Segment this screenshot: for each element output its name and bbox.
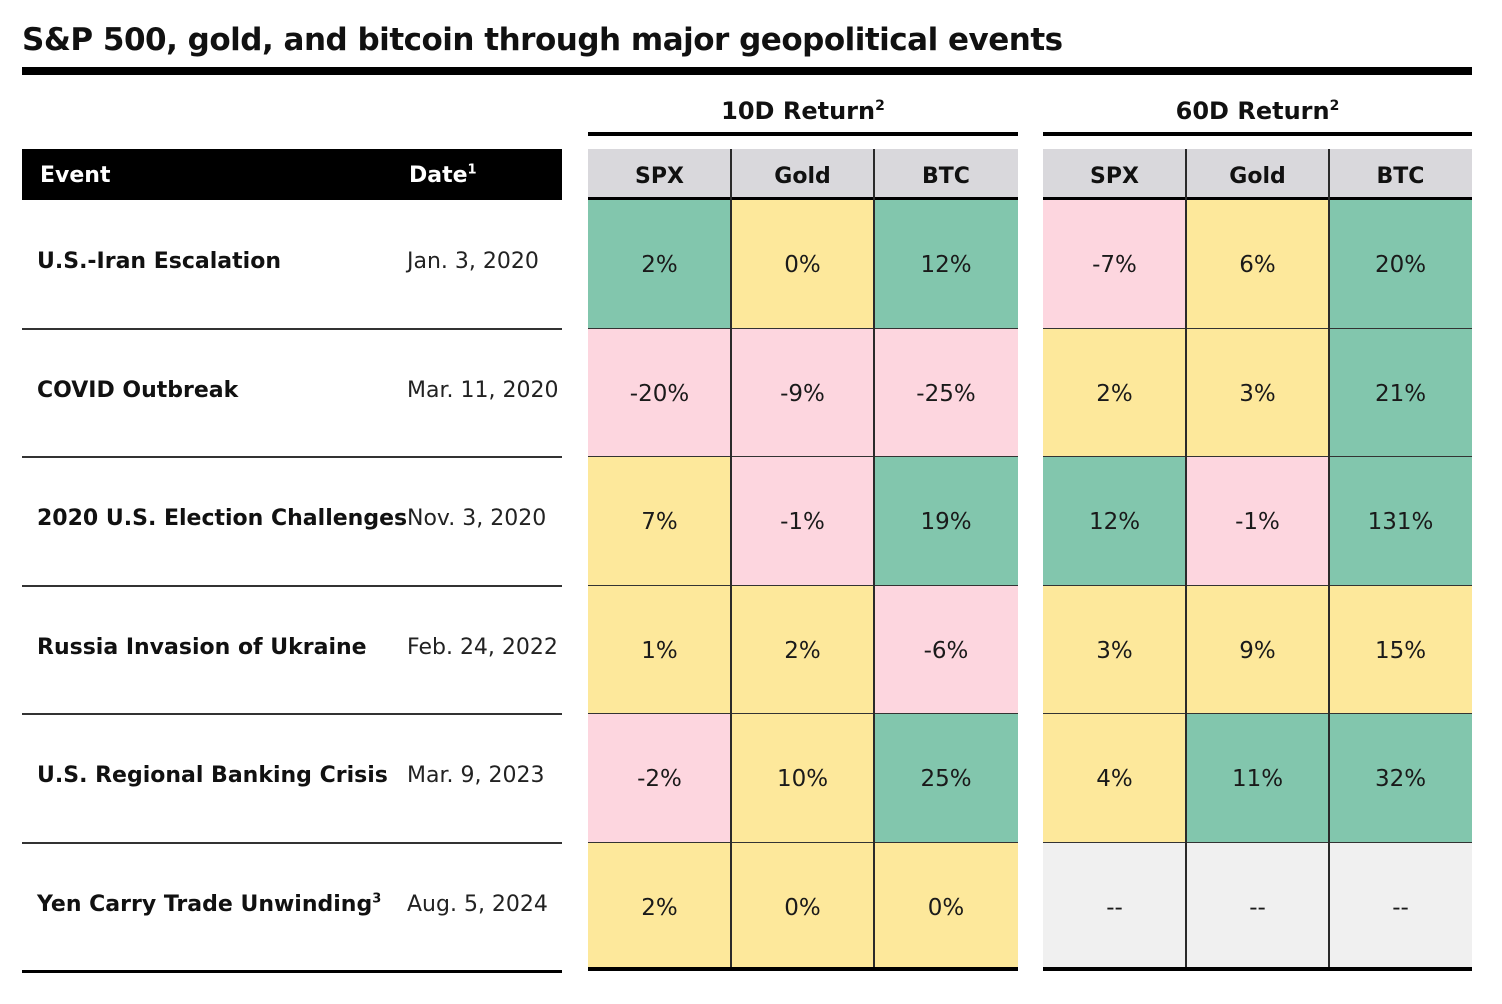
- column-header-60d-gold: Gold: [1186, 149, 1329, 198]
- value-cell-10d-gold: 0%: [731, 842, 874, 971]
- event-table-header: Event Date1: [22, 149, 562, 200]
- event-date: Jan. 3, 2020: [407, 249, 539, 275]
- event-date: Mar. 9, 2023: [407, 763, 545, 789]
- date-column-header: Date1: [409, 149, 477, 202]
- value-cell-60d-btc: 20%: [1329, 200, 1472, 329]
- row-divider: [22, 456, 562, 458]
- value-cell-10d-gold: 0%: [731, 200, 874, 329]
- event-date: Feb. 24, 2022: [407, 634, 558, 660]
- row-divider: [22, 327, 562, 330]
- row-divider: [22, 584, 562, 587]
- event-name-text: U.S. Regional Banking Crisis: [37, 763, 388, 789]
- value-cell-60d-btc: --: [1329, 842, 1472, 971]
- value-cell-60d-spx: 2%: [1043, 328, 1186, 457]
- value-cell-10d-btc: -6%: [874, 585, 1018, 714]
- value-cell-60d-gold: 6%: [1186, 200, 1329, 329]
- value-cell-60d-spx: -7%: [1043, 200, 1186, 329]
- cell-column-divider: [873, 149, 875, 967]
- column-header-10d-spx: SPX: [588, 149, 731, 198]
- cell-column-divider: [1185, 149, 1187, 967]
- group-rule-10d: [588, 132, 1018, 136]
- event-date: Mar. 11, 2020: [407, 377, 559, 403]
- column-header-10d-btc: BTC: [874, 149, 1018, 198]
- bottom-rule-60d: [1043, 967, 1472, 971]
- event-name-text: Russia Invasion of Ukraine: [37, 634, 367, 660]
- event-name-text: 2020 U.S. Election Challenges: [37, 506, 408, 532]
- group-header-60d: 60D Return2: [1043, 94, 1472, 128]
- event-date: Aug. 5, 2024: [407, 891, 548, 917]
- value-cell-10d-spx: 1%: [588, 585, 731, 714]
- column-header-10d-gold: Gold: [731, 149, 874, 198]
- event-column-header: Event: [40, 163, 111, 188]
- event-name: Yen Carry Trade Unwinding3: [37, 892, 381, 917]
- row-divider: [22, 841, 562, 844]
- value-cell-10d-btc: 0%: [874, 842, 1018, 971]
- value-cell-60d-gold: 11%: [1186, 714, 1329, 843]
- value-cell-60d-btc: 131%: [1329, 457, 1472, 586]
- value-cell-60d-btc: 32%: [1329, 714, 1472, 843]
- group-header-10d: 10D Return2: [588, 94, 1018, 128]
- value-cell-10d-btc: 12%: [874, 200, 1018, 329]
- value-cell-60d-btc: 15%: [1329, 585, 1472, 714]
- column-header-60d-btc: BTC: [1329, 149, 1472, 198]
- chart-title: S&P 500, gold, and bitcoin through major…: [22, 22, 1063, 58]
- value-cell-60d-spx: 12%: [1043, 457, 1186, 586]
- group-rule-60d: [1043, 132, 1472, 136]
- bottom-rule-10d: [588, 967, 1018, 971]
- header-rule-60d: [1043, 197, 1472, 200]
- group-header-60d-footnote: 2: [1329, 98, 1340, 114]
- event-name: Russia Invasion of Ukraine: [37, 635, 367, 660]
- value-cell-60d-gold: 3%: [1186, 328, 1329, 457]
- event-footnote: 3: [372, 891, 382, 907]
- title-rule: [22, 67, 1472, 75]
- column-header-60d-spx: SPX: [1043, 149, 1186, 198]
- event-name: U.S. Regional Banking Crisis: [37, 763, 388, 788]
- event-name-text: COVID Outbreak: [37, 377, 239, 403]
- event-name: COVID Outbreak: [37, 378, 238, 403]
- value-cell-10d-btc: 25%: [874, 714, 1018, 843]
- value-cell-10d-spx: 2%: [588, 842, 731, 971]
- value-cell-10d-gold: -9%: [731, 328, 874, 457]
- value-cell-10d-btc: -25%: [874, 328, 1018, 457]
- value-cell-60d-spx: --: [1043, 842, 1186, 971]
- header-rule-10d: [588, 197, 1018, 200]
- event-name-text: U.S.-Iran Escalation: [37, 249, 281, 275]
- value-cell-60d-gold: --: [1186, 842, 1329, 971]
- value-cell-10d-spx: 7%: [588, 457, 731, 586]
- value-cell-10d-spx: -2%: [588, 714, 731, 843]
- event-name-text: Yen Carry Trade Unwinding: [37, 891, 373, 917]
- group-header-10d-footnote: 2: [875, 98, 885, 114]
- value-cell-10d-gold: -1%: [731, 457, 874, 586]
- value-cell-60d-gold: 9%: [1186, 585, 1329, 714]
- value-cell-10d-spx: 2%: [588, 200, 731, 329]
- event-date: Nov. 3, 2020: [407, 506, 547, 532]
- group-header-60d-label: 60D Return: [1175, 97, 1330, 125]
- value-cell-10d-btc: 19%: [874, 457, 1018, 586]
- date-column-label: Date: [409, 163, 468, 188]
- value-cell-10d-spx: -20%: [588, 328, 731, 457]
- event-name: 2020 U.S. Election Challenges: [37, 506, 407, 531]
- row-divider: [22, 970, 562, 973]
- cell-column-divider: [730, 149, 732, 967]
- value-cell-60d-gold: -1%: [1186, 457, 1329, 586]
- value-cell-60d-btc: 21%: [1329, 328, 1472, 457]
- event-name: U.S.-Iran Escalation: [37, 249, 281, 274]
- value-cell-60d-spx: 4%: [1043, 714, 1186, 843]
- date-footnote: 1: [467, 162, 477, 178]
- value-cell-10d-gold: 2%: [731, 585, 874, 714]
- group-header-10d-label: 10D Return: [721, 97, 876, 125]
- value-cell-60d-spx: 3%: [1043, 585, 1186, 714]
- value-cell-10d-gold: 10%: [731, 714, 874, 843]
- row-divider: [22, 713, 562, 715]
- cell-column-divider: [1328, 149, 1330, 967]
